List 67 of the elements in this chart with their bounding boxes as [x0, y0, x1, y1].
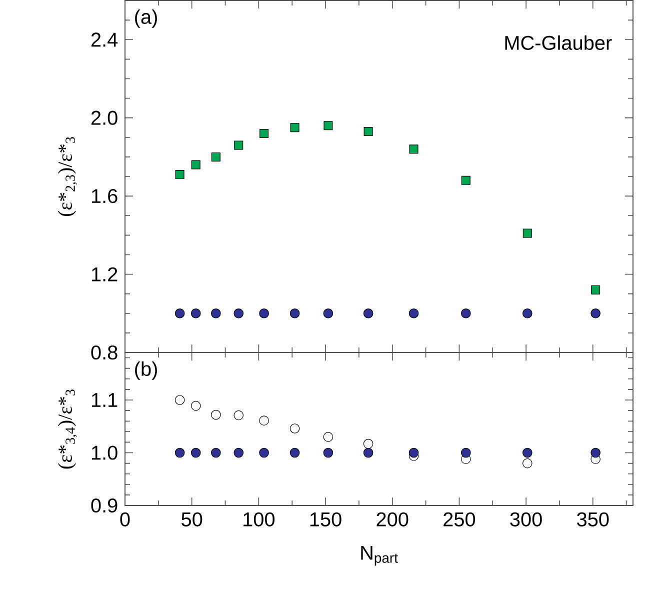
point	[211, 448, 221, 458]
point	[522, 308, 532, 318]
x-axis-title: N$_{part}$	[361, 546, 398, 566]
point	[363, 448, 374, 458]
x-tick-label: 350	[577, 512, 609, 526]
point	[234, 410, 244, 420]
y-tick-label: 0.8	[91, 345, 118, 360]
point	[259, 448, 269, 458]
annotation: (b)	[135, 361, 157, 380]
point	[522, 228, 532, 238]
point	[591, 285, 600, 294]
point	[363, 438, 374, 448]
y-tick-label: 1.2	[92, 267, 118, 281]
y-tick-label: 1.1	[92, 392, 118, 407]
point	[290, 122, 300, 132]
point	[590, 308, 600, 318]
x-tick-label: 100	[244, 512, 275, 526]
x-tick-label: 150	[310, 512, 342, 526]
point	[174, 448, 185, 458]
point	[409, 144, 418, 154]
y-tick-label: 2.0	[91, 110, 118, 125]
point	[461, 176, 470, 185]
point	[174, 394, 185, 405]
point	[408, 308, 419, 318]
point	[211, 152, 220, 162]
y-tick-label: 1.0	[92, 445, 118, 460]
y-axis-title: (ε*$_{3,4}$)/ε*$_{3}$	[58, 389, 77, 468]
annotation: MC-Glauber	[505, 35, 612, 50]
point	[290, 308, 300, 318]
point	[522, 458, 532, 468]
point	[290, 423, 300, 434]
x-tick-label: 0	[120, 512, 130, 526]
point	[522, 448, 532, 458]
x-tick-label: 300	[510, 512, 542, 526]
point	[190, 400, 201, 410]
y-tick-label: 2.4	[91, 32, 118, 46]
point	[259, 415, 269, 426]
point	[363, 308, 374, 318]
point	[174, 308, 185, 318]
point	[324, 120, 333, 130]
point	[211, 410, 221, 420]
point	[323, 308, 334, 318]
point	[323, 432, 334, 442]
point	[234, 308, 244, 318]
point	[191, 160, 200, 170]
point	[323, 448, 334, 458]
y-axis-title: (ε*$_{2,3}$)/ε*$_{3}$	[58, 136, 77, 216]
point	[460, 448, 471, 458]
x-tick-label: 50	[182, 512, 202, 526]
point	[175, 170, 184, 179]
x-tick-label: 200	[376, 512, 408, 526]
point	[460, 308, 471, 318]
annotation: (a)	[135, 9, 157, 28]
point	[260, 128, 269, 138]
point	[190, 308, 201, 318]
point	[211, 308, 221, 318]
y-tick-label: 0.9	[91, 498, 118, 512]
point	[364, 126, 373, 136]
x-tick-label: 250	[444, 512, 476, 526]
point	[259, 308, 269, 318]
point	[234, 448, 244, 458]
point	[590, 448, 600, 458]
point	[234, 140, 244, 150]
y-tick-label: 1.6	[92, 188, 118, 203]
point	[290, 448, 300, 458]
point	[190, 448, 201, 458]
point	[408, 448, 419, 458]
